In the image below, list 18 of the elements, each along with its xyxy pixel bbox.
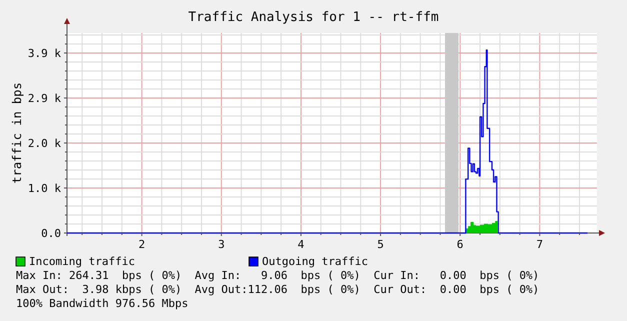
y-tick-label: 3.9 k [28, 46, 62, 60]
x-tick-label: 5 [377, 238, 384, 251]
text: 100% Bandwidth 976.56 Mbps [16, 297, 188, 310]
x-tick-label: 7 [536, 238, 544, 251]
x-tick-label: 2 [138, 238, 146, 251]
y-tick-label: 2.0 k [28, 136, 62, 150]
y-axis-title: traffic in bps [10, 82, 24, 184]
x-tick-label: 6 [456, 238, 464, 251]
text: Max Out: 3.98 kbps ( 0%) Avg Out:112.06 bps ( 0%) Cur Out: 0.00 bps ( 0%) [16, 283, 540, 296]
x-tick-label: 3 [218, 238, 225, 251]
chart-title: Traffic Analysis for 1 -- rt-ffm [188, 10, 439, 25]
y-tick-label: 2.9 k [28, 92, 62, 105]
legend-label: Outgoing traffic [262, 255, 368, 268]
y-tick-label: 0.0 [41, 227, 61, 240]
text: Max In: 264.31 bps ( 0%) Avg In: 9.06 bps ( 0%) Cur In: 0.00 bps ( 0%) [16, 269, 540, 282]
x-tick-label: 4 [298, 238, 305, 251]
y-tick-label: 1.0 k [28, 182, 62, 195]
legend-label: Incoming traffic [29, 255, 135, 268]
